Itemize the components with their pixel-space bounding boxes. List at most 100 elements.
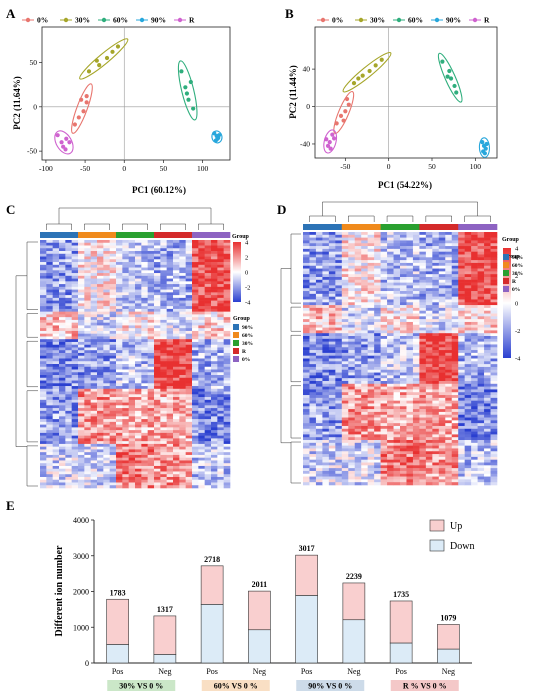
heatmap-cell [84,295,91,299]
heatmap-cell [211,314,218,318]
heatmap-cell [432,282,440,286]
heatmap-cell [109,485,117,489]
heatmap-cell [309,344,317,348]
heatmap-cell [160,253,167,257]
heatmap-cell [166,485,174,489]
heatmap-cell [78,358,85,362]
heatmap-cell [406,305,414,309]
heatmap-cell [464,262,472,267]
heatmap-cell [198,341,205,346]
heatmap-cell [367,279,375,283]
heatmap-cell [46,253,53,257]
heatmap-cell [40,377,47,381]
heatmap-cell [471,248,478,252]
heatmap-cell [374,423,381,427]
heatmap-cell [217,297,224,301]
heatmap-cell [141,424,148,428]
heatmap-cell [484,302,491,306]
heatmap-cell [412,307,420,312]
heatmap-cell [192,383,199,387]
heatmap-cell [103,339,110,343]
heatmap-cell [65,259,72,263]
heatmap-cell [90,300,98,304]
heatmap-cell [217,253,224,257]
heatmap-cell [451,302,459,306]
heatmap-cell [185,405,193,409]
heatmap-cell [90,311,98,315]
heatmap-cell [122,248,129,252]
heatmap-cell [425,302,433,306]
heatmap-cell [484,333,491,337]
heatmap-cell [52,438,60,442]
heatmap-cell [109,391,117,395]
heatmap-cell [393,364,401,368]
heatmap-cell [412,336,420,340]
heatmap-cell [185,419,193,423]
heatmap-cell [361,262,368,267]
heatmap-cell [484,372,491,376]
heatmap-cell [141,328,148,332]
heatmap-cell [211,394,218,398]
heatmap-cell [154,344,161,348]
heatmap-cell [464,282,472,286]
heatmap-cell [367,420,375,424]
heatmap-cell [303,411,310,416]
heatmap-cell [348,386,356,390]
heatmap-cell [40,242,47,246]
heatmap-cell [78,262,85,266]
heatmap-cell [166,465,174,470]
heatmap-cell [109,325,117,329]
heatmap-cell [412,383,420,387]
heatmap-cell [141,377,148,381]
heatmap-cell [90,289,98,293]
heatmap-cell [361,417,368,421]
heatmap-cell [90,267,98,271]
heatmap-cell [78,317,85,321]
heatmap-cell [122,344,129,348]
heatmap-cell [322,296,330,300]
heatmap-cell [484,232,491,236]
heatmap-cell [97,421,104,425]
heatmap-cell [192,306,199,310]
heatmap-cell [154,273,161,277]
heatmap-cell [46,377,53,381]
heatmap-cell [160,438,167,442]
heatmap-cell [406,355,414,359]
heatmap-cell [335,260,343,264]
heatmap-cell [141,350,148,354]
heatmap-cell [166,383,174,387]
heatmap-cell [141,394,148,398]
heatmap-cell [192,300,199,304]
point-R [331,136,337,141]
heatmap-cell [65,245,72,249]
heatmap-cell [361,392,368,396]
heatmap-cell [65,427,72,431]
heatmap-cell [217,399,224,403]
heatmap-cell [309,299,317,303]
heatmap-cell [406,276,414,281]
heatmap-cell [211,273,218,277]
heatmap-cell [192,256,199,260]
heatmap-cell [380,383,388,387]
heatmap-cell [303,296,310,300]
panel-letter-a: A [6,6,16,21]
heatmap-cell [147,339,155,343]
heatmap-cell [78,245,85,249]
heatmap-cell [438,268,446,272]
heatmap-cell [135,386,142,390]
heatmap-cell [154,441,161,445]
heatmap-cell [173,284,180,288]
heatmap-cell [303,262,310,267]
heatmap-cell [90,463,98,467]
heatmap-cell [185,430,193,434]
heatmap-cell [109,330,117,334]
heatmap-cell [458,383,465,387]
heatmap-cell [71,289,79,293]
heatmap-cell [211,361,218,365]
heatmap-cell [198,391,205,395]
heatmap-cell [309,423,317,427]
heatmap-cell [354,386,362,390]
heatmap-cell [160,303,167,307]
heatmap-cell [335,380,343,385]
